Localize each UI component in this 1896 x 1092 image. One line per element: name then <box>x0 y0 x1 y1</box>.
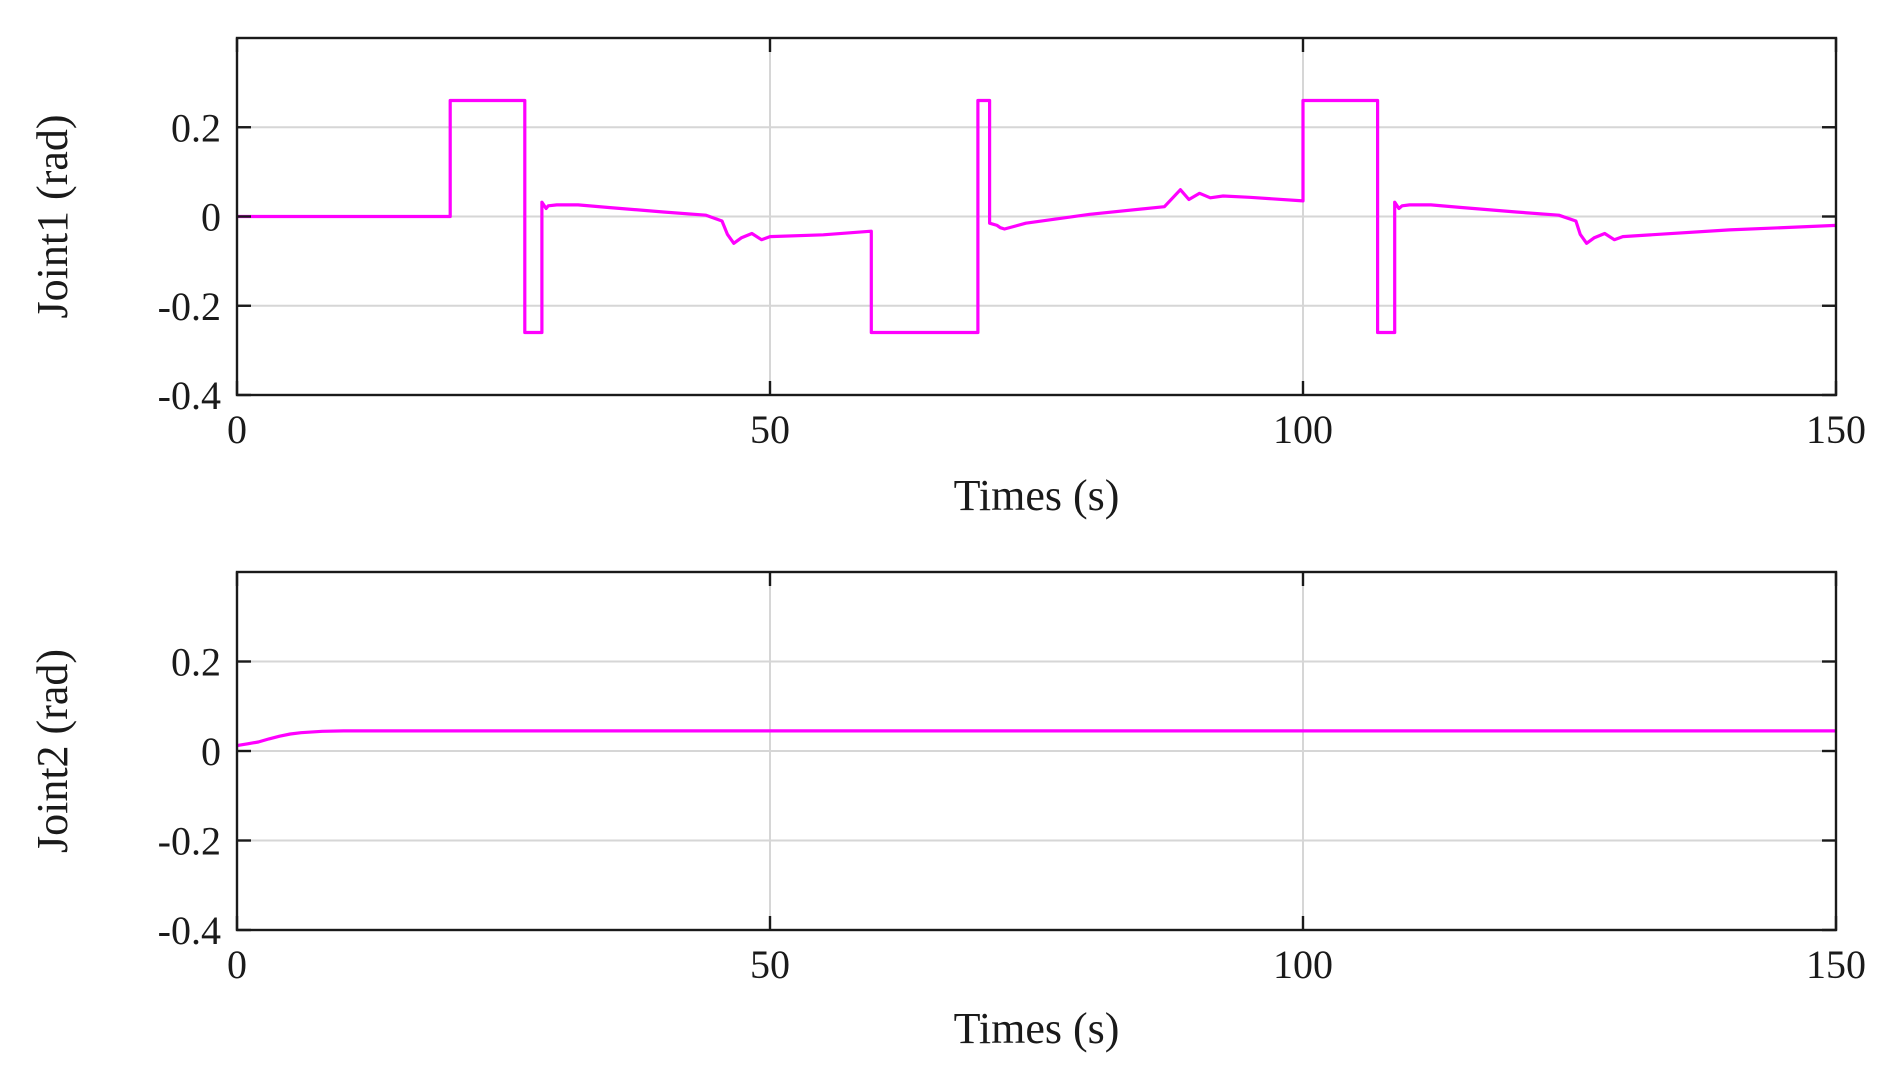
x-tick-label: 100 <box>1273 942 1333 987</box>
x-tick-label: 0 <box>227 407 247 452</box>
x-tick-label: 50 <box>750 942 790 987</box>
y-tick-label: -0.4 <box>158 373 221 418</box>
x-tick-label: 100 <box>1273 407 1333 452</box>
y-tick-label: -0.2 <box>158 819 221 864</box>
x-axis-label: Times (s) <box>954 471 1120 520</box>
y-axis-label: Joint1 (rad) <box>28 114 77 318</box>
x-tick-label: 150 <box>1806 942 1866 987</box>
y-tick-label: 0 <box>201 729 221 774</box>
y-axis-label: Joint2 (rad) <box>28 649 77 853</box>
joint2-panel: 0 50 100 150 -0.4 -0.2 0 0.2 Times (s) Joint2 (ra… <box>28 570 1866 1053</box>
x-tick-label: 50 <box>750 407 790 452</box>
joint1-panel: 0 50 100 150 -0.4 -0.2 0 0.2 Times (s) Joint1 (ra… <box>28 36 1866 520</box>
series-line-0 <box>237 98 1837 335</box>
y-tick-label: -0.2 <box>158 284 221 329</box>
series-line-0 <box>236 729 1836 748</box>
y-tick-label: 0.2 <box>171 105 221 150</box>
y-tick-label: 0 <box>201 195 221 240</box>
x-tick-label: 150 <box>1806 407 1866 452</box>
y-tick-label: -0.4 <box>158 908 221 953</box>
y-tick-label: 0.2 <box>171 640 221 685</box>
x-axis-label: Times (s) <box>954 1004 1120 1053</box>
x-tick-label: 0 <box>227 942 247 987</box>
